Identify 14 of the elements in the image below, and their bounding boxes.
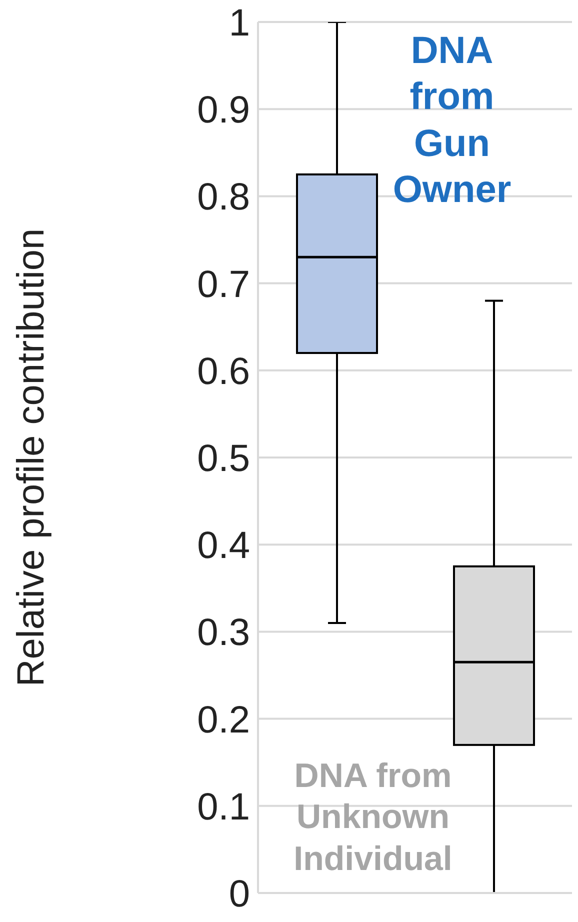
annotation: DNA from Unknown Individual xyxy=(292,756,454,880)
y-tick-label: 0.3 xyxy=(197,612,250,654)
annotation: DNA from Gun Owner xyxy=(392,29,512,214)
y-tick-label: 1 xyxy=(228,2,250,44)
y-tick-label: 0.1 xyxy=(197,786,250,828)
y-tick-label: 0.8 xyxy=(197,176,250,219)
y-tick-label: 0.7 xyxy=(197,264,250,306)
y-tick-label: 0.2 xyxy=(197,699,250,742)
y-tick-label: 0.6 xyxy=(197,350,250,393)
y-tick-label: 0 xyxy=(228,873,250,916)
y-tick-label: 0.5 xyxy=(197,438,250,480)
y-tick-label: 0.4 xyxy=(197,525,250,568)
y-axis-title: Relative profile contribution xyxy=(10,228,52,687)
y-tick-label: 0.9 xyxy=(197,90,250,132)
